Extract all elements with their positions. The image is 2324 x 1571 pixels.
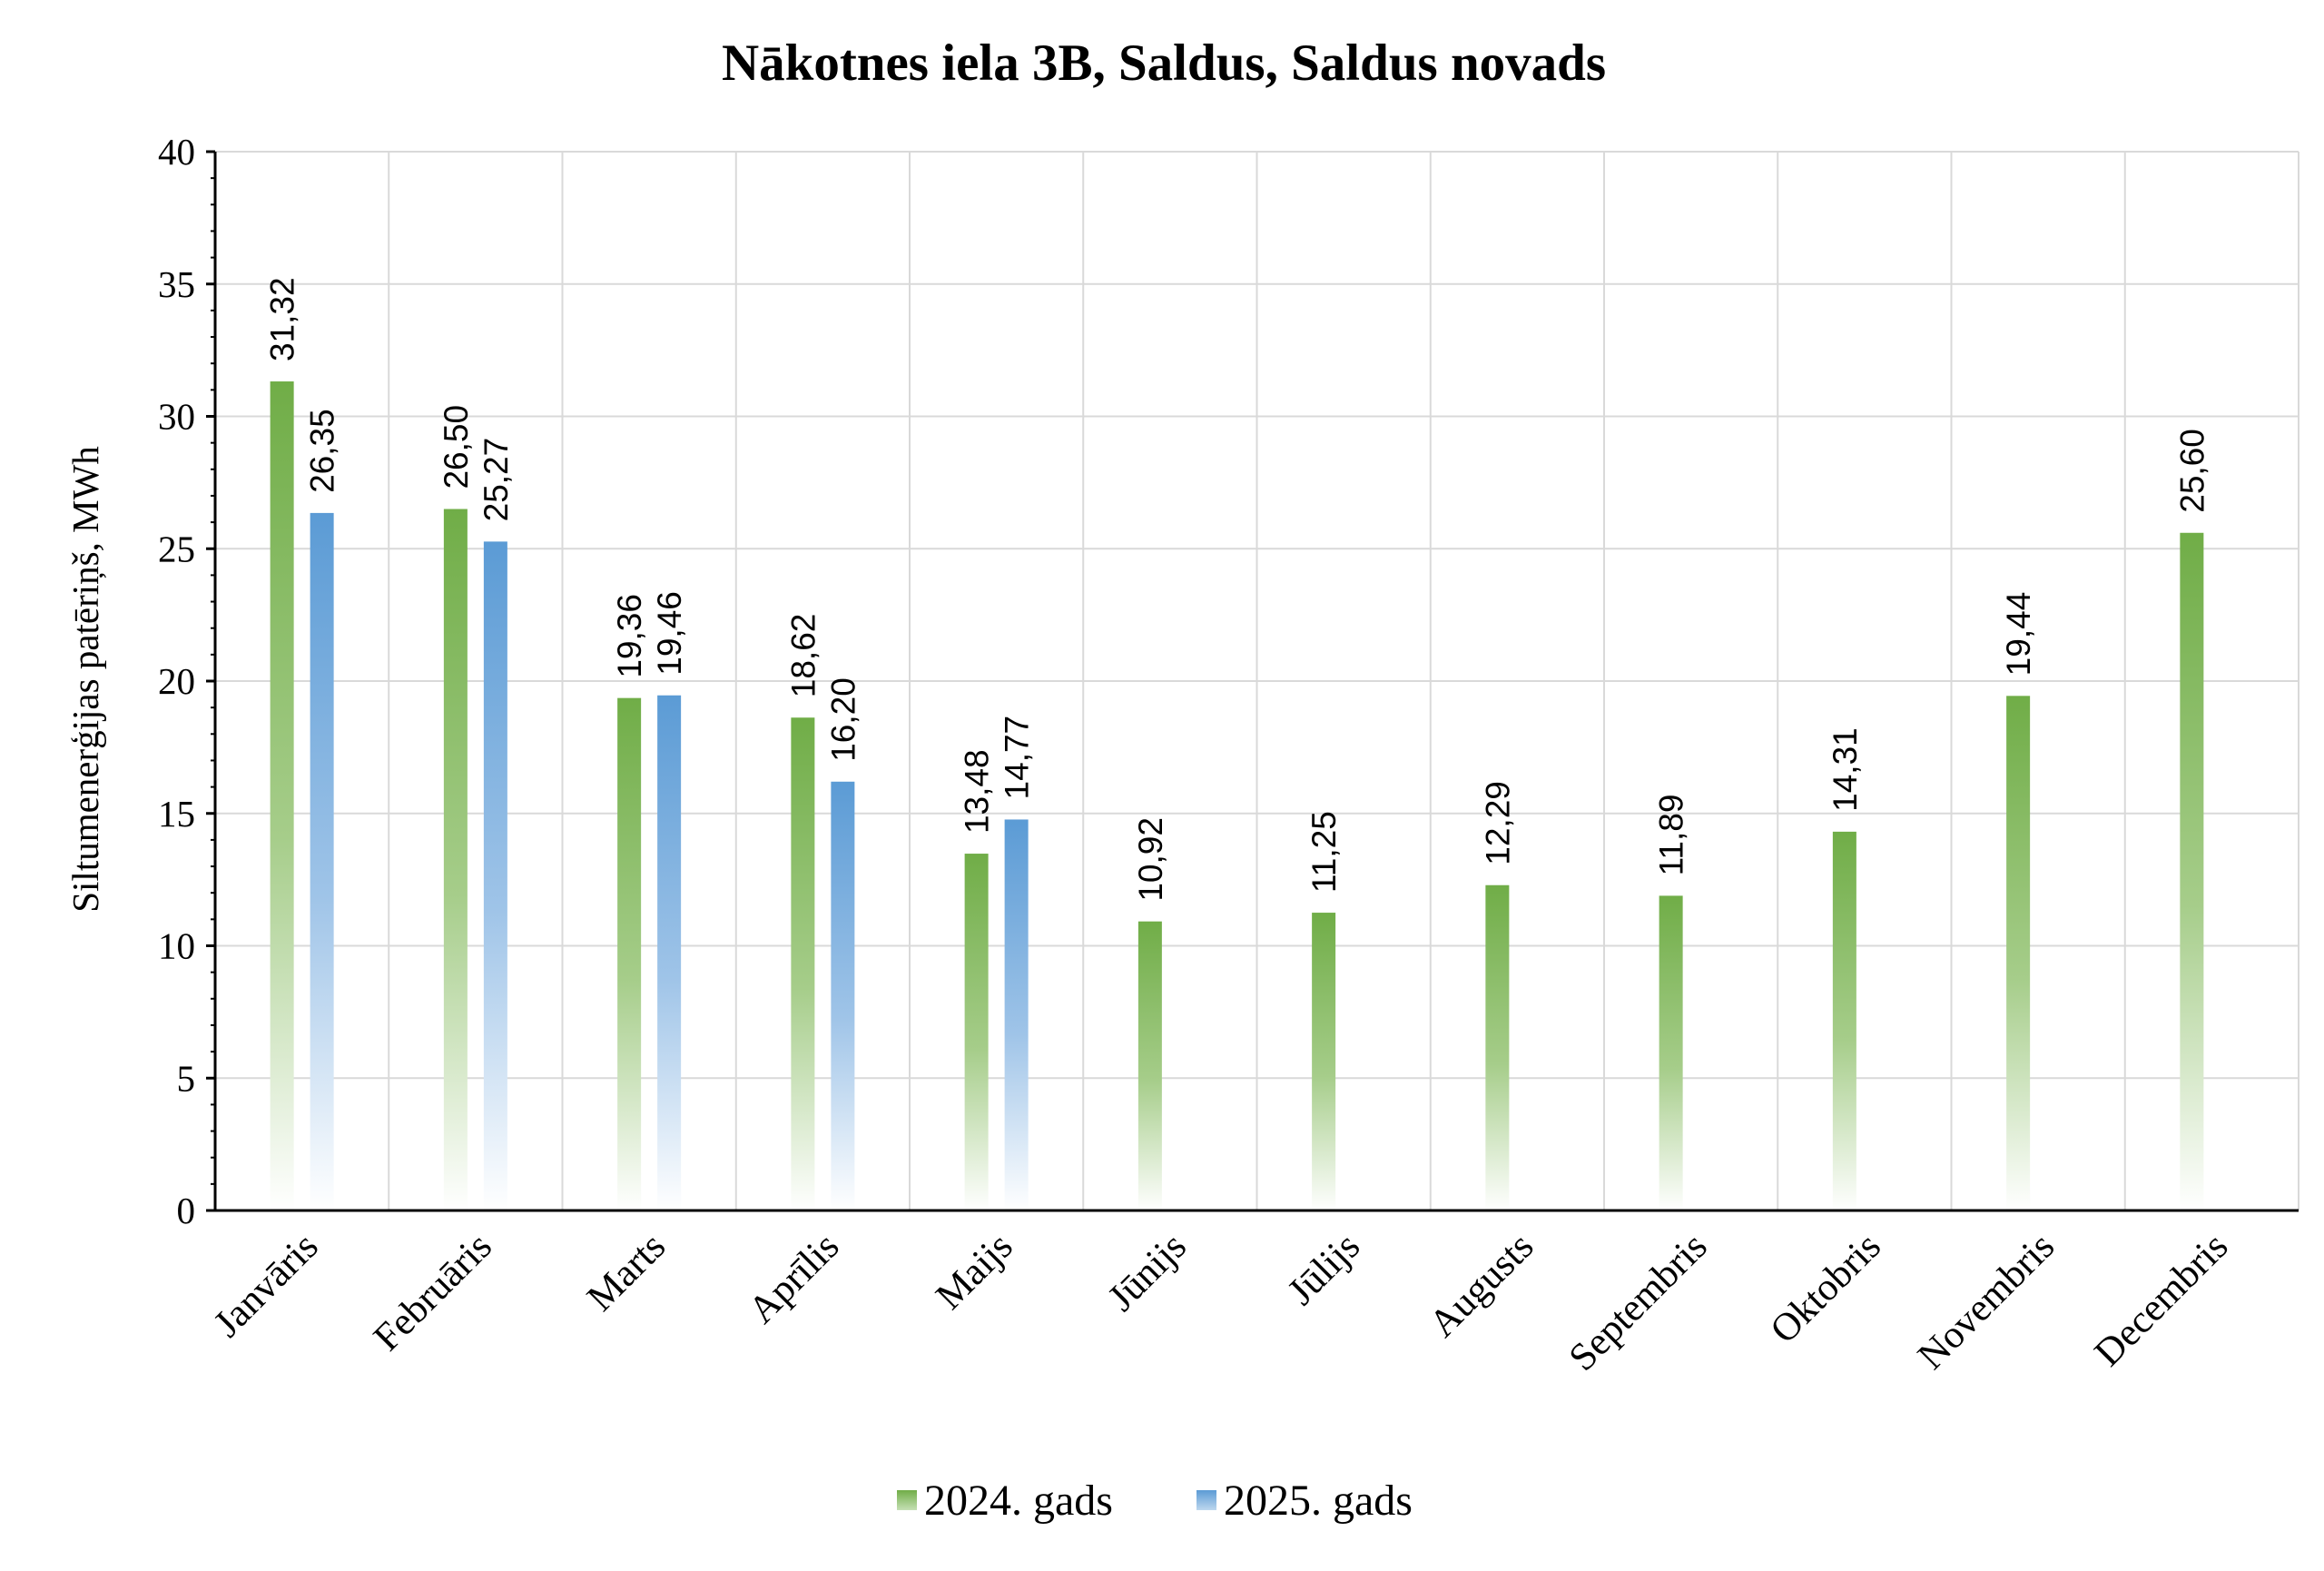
x-tick-label: Janvāris xyxy=(206,1225,327,1346)
data-label: 25,60 xyxy=(2173,429,2211,513)
bars xyxy=(270,381,2204,1211)
data-label: 10,92 xyxy=(1132,817,1169,902)
y-tick-label: 35 xyxy=(158,263,195,305)
bar xyxy=(1137,921,1162,1210)
bar xyxy=(657,695,682,1210)
y-tick-labels: 0 5 10 15 20 25 30 35 40 xyxy=(158,131,195,1231)
bar xyxy=(617,697,642,1210)
y-tick-label: 25 xyxy=(158,528,195,569)
bar xyxy=(443,509,468,1210)
bar xyxy=(1312,913,1336,1210)
bar xyxy=(1004,819,1029,1210)
data-label: 11,25 xyxy=(1305,811,1343,893)
bar xyxy=(964,854,989,1210)
y-tick-label: 5 xyxy=(177,1057,196,1099)
bar xyxy=(2006,696,2031,1210)
legend: 2024. gads 2025. gads xyxy=(897,1477,1413,1525)
x-tick-label: Septembris xyxy=(1561,1225,1716,1379)
axes xyxy=(206,150,2299,1212)
data-label: 26,35 xyxy=(304,409,341,493)
bar xyxy=(2180,532,2204,1210)
x-tick-label: Novembris xyxy=(1910,1225,2063,1378)
legend-label: 2025. gads xyxy=(1224,1477,1413,1525)
x-tick-label: Oktobris xyxy=(1762,1225,1889,1352)
legend-swatch xyxy=(897,1490,917,1510)
x-tick-labels: Janvāris Februāris Marts Aprīlis Maijs Jūnijs… xyxy=(206,1225,2237,1379)
x-tick-label: Jūlijs xyxy=(1280,1225,1368,1313)
bar xyxy=(831,781,855,1210)
y-tick-label: 15 xyxy=(158,793,195,835)
x-tick-label: Aprīlis xyxy=(741,1225,848,1332)
y-axis-label: Siltumenerģijas patēriņš, MWh xyxy=(64,446,106,913)
data-label: 19,46 xyxy=(651,591,688,676)
y-tick-label: 10 xyxy=(158,925,195,967)
y-tick-label: 0 xyxy=(177,1190,196,1231)
x-tick-label: Decembris xyxy=(2087,1225,2237,1375)
bar xyxy=(270,381,294,1211)
data-label: 13,48 xyxy=(959,749,996,834)
data-label: 19,36 xyxy=(611,594,648,678)
data-label: 11,89 xyxy=(1653,795,1690,876)
data-label: 18,62 xyxy=(784,614,822,698)
data-label: 25,27 xyxy=(478,438,515,522)
x-tick-label: Maijs xyxy=(928,1225,1020,1318)
legend-label: 2024. gads xyxy=(924,1477,1113,1525)
data-label: 31,32 xyxy=(264,277,301,361)
y-tick-label: 20 xyxy=(158,660,195,702)
bar xyxy=(483,541,507,1210)
data-label: 14,77 xyxy=(999,716,1036,800)
data-label: 26,50 xyxy=(438,405,475,489)
data-label: 14,31 xyxy=(1827,727,1864,812)
x-tick-label: Jūnijs xyxy=(1100,1225,1195,1319)
bar xyxy=(1832,831,1856,1210)
legend-swatch xyxy=(1196,1490,1216,1510)
data-label: 12,29 xyxy=(1479,781,1516,865)
gridlines xyxy=(214,151,2299,1210)
bar xyxy=(310,512,334,1210)
data-label: 19,44 xyxy=(2000,592,2037,677)
x-tick-label: Februāris xyxy=(366,1225,500,1359)
bar xyxy=(1485,884,1510,1210)
data-labels: 31,32 26,35 26,50 25,27 19,36 19,46 18,6216,20… xyxy=(264,277,2211,901)
x-tick-label: Augusts xyxy=(1422,1225,1542,1346)
bar xyxy=(1659,895,1683,1210)
chart-title: Nākotnes iela 3B, Saldus, Saldus novads xyxy=(722,35,1606,92)
x-tick-label: Marts xyxy=(579,1225,674,1319)
y-tick-label: 30 xyxy=(158,396,195,438)
data-label: 16,20 xyxy=(824,677,862,762)
bar xyxy=(791,717,815,1210)
y-tick-label: 40 xyxy=(158,131,195,173)
